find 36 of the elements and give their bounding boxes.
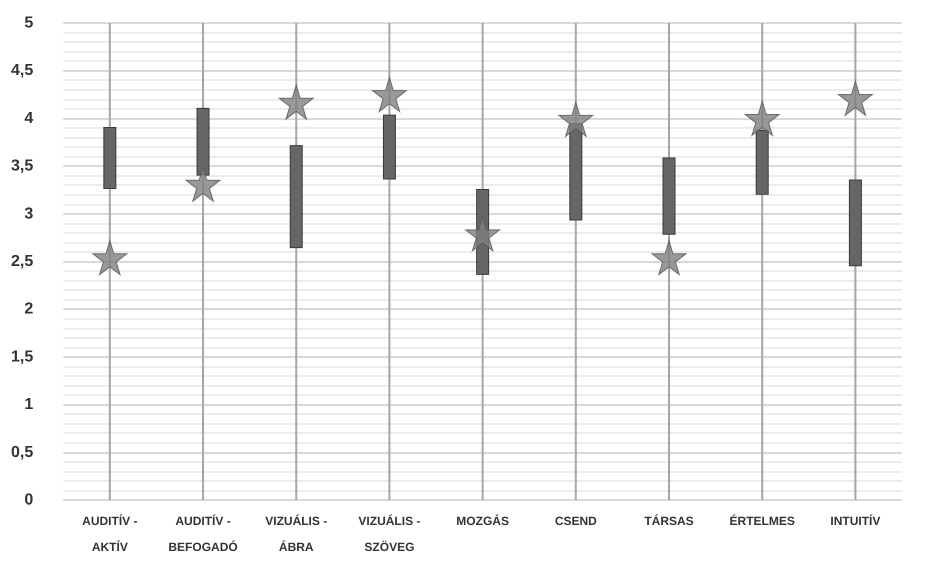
x-tick-label: VIZUÁLIS - ÁBRA xyxy=(265,514,328,554)
point xyxy=(92,240,128,276)
x-tick-label: ÉRTELMES xyxy=(730,514,795,528)
bar xyxy=(848,179,862,266)
y-tick-label: 5 xyxy=(24,14,34,32)
bar xyxy=(662,158,676,235)
point xyxy=(744,100,780,136)
point xyxy=(465,216,500,252)
y-tick-label: 1 xyxy=(24,396,34,414)
point xyxy=(652,240,687,276)
y-tick-label: 0 xyxy=(24,492,34,508)
y-tick-label: 0,5 xyxy=(10,444,34,461)
bar xyxy=(290,145,303,248)
x-tick-label: TÁRSAS xyxy=(644,514,694,528)
y-tick-label: 1,5 xyxy=(10,348,34,366)
x-tick-label: INTUITÍV xyxy=(830,514,880,528)
point xyxy=(278,84,314,120)
x-tick-label: AUDITÍV - BEFOGADÓ xyxy=(168,514,238,554)
y-tick-label: 4 xyxy=(24,110,34,127)
y-tick-label: 2 xyxy=(24,300,34,318)
point xyxy=(838,80,873,116)
x-tick-label: CSEND xyxy=(554,514,598,528)
x-tick-label: VIZUÁLIS - SZÖVEG xyxy=(358,514,420,554)
bar xyxy=(103,126,116,189)
x-tick-label: AUDITÍV - AKTÍV xyxy=(82,514,138,554)
y-tick-label: 4,5 xyxy=(10,62,34,80)
y-tick-label: 2,5 xyxy=(10,253,34,270)
point xyxy=(372,77,407,112)
x-tick-label: MOZGÁS xyxy=(456,514,509,528)
point xyxy=(558,102,594,137)
y-tick-label: 3 xyxy=(24,205,34,222)
point xyxy=(186,166,221,202)
bar xyxy=(196,108,210,176)
bar xyxy=(756,130,769,195)
bar xyxy=(382,114,396,180)
y-tick-label: 3,5 xyxy=(10,158,34,175)
